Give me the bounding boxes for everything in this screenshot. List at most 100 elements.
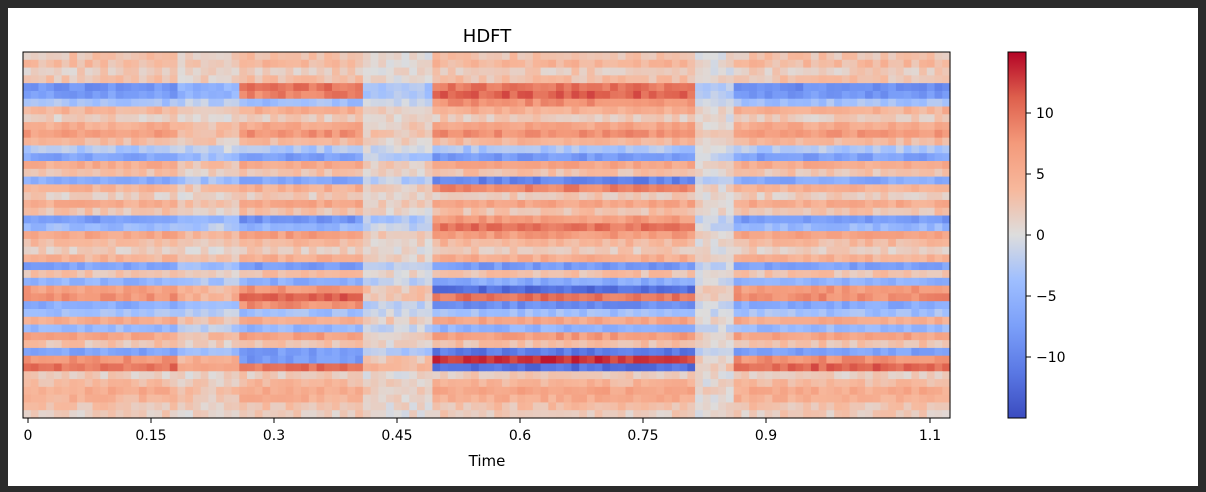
heatmap-cell bbox=[138, 324, 148, 333]
heatmap-cell bbox=[772, 340, 781, 349]
heatmap-cell bbox=[664, 114, 673, 123]
heatmap-cell bbox=[849, 129, 858, 139]
heatmap-cell bbox=[617, 238, 627, 248]
heatmap-cell bbox=[501, 340, 511, 349]
heatmap-cell bbox=[509, 223, 518, 232]
heatmap-cell bbox=[803, 137, 812, 147]
heatmap-cell bbox=[239, 347, 248, 357]
heatmap-cell bbox=[424, 277, 434, 287]
heatmap-cell bbox=[200, 340, 209, 349]
heatmap-cell bbox=[216, 75, 225, 84]
heatmap-cell bbox=[942, 223, 951, 232]
heatmap-cell bbox=[702, 223, 712, 232]
heatmap-cell bbox=[725, 223, 735, 232]
heatmap-cell bbox=[231, 277, 240, 287]
heatmap-cell bbox=[872, 270, 882, 279]
heatmap-cell bbox=[131, 176, 140, 185]
heatmap-cell bbox=[208, 316, 217, 326]
heatmap-cell bbox=[77, 137, 86, 147]
heatmap-cell bbox=[679, 106, 688, 115]
heatmap-cell bbox=[780, 215, 789, 224]
heatmap-cell bbox=[463, 231, 472, 240]
heatmap-cell bbox=[540, 52, 549, 61]
heatmap-cell bbox=[525, 308, 534, 318]
heatmap-cell bbox=[393, 161, 403, 170]
heatmap-cell bbox=[764, 137, 773, 147]
heatmap-cell bbox=[455, 83, 464, 92]
heatmap-cell bbox=[239, 207, 248, 217]
heatmap-cell bbox=[169, 285, 179, 295]
heatmap-cell bbox=[594, 254, 603, 263]
heatmap-cell bbox=[818, 137, 827, 147]
heatmap-cell bbox=[911, 153, 920, 162]
heatmap-cell bbox=[903, 332, 912, 341]
heatmap-cell bbox=[810, 129, 820, 139]
heatmap-cell bbox=[795, 52, 804, 61]
heatmap-cell bbox=[571, 308, 580, 318]
heatmap-cell bbox=[671, 238, 681, 248]
heatmap-cell bbox=[818, 301, 827, 310]
heatmap-cell bbox=[154, 161, 163, 170]
heatmap-cell bbox=[656, 285, 665, 295]
heatmap-cell bbox=[571, 207, 580, 217]
heatmap-cell bbox=[934, 246, 943, 256]
heatmap-cell bbox=[579, 340, 588, 349]
heatmap-cell bbox=[548, 324, 557, 333]
heatmap-cell bbox=[46, 83, 55, 92]
heatmap-cell bbox=[69, 122, 78, 131]
heatmap-cell bbox=[625, 192, 634, 201]
heatmap-cell bbox=[942, 254, 951, 263]
heatmap-cell bbox=[733, 161, 743, 170]
heatmap-cell bbox=[308, 90, 318, 100]
heatmap-cell bbox=[903, 161, 912, 170]
heatmap-cell bbox=[594, 161, 603, 170]
heatmap-cell bbox=[347, 67, 356, 76]
heatmap-cell bbox=[749, 207, 758, 217]
heatmap-cell bbox=[687, 316, 696, 326]
heatmap-cell bbox=[888, 199, 897, 209]
heatmap-cell bbox=[919, 293, 928, 302]
heatmap-cell bbox=[525, 301, 534, 310]
heatmap-cell bbox=[841, 262, 851, 271]
heatmap-cell bbox=[810, 176, 820, 185]
heatmap-cell bbox=[46, 52, 55, 61]
heatmap-cell bbox=[455, 293, 464, 302]
heatmap-cell bbox=[53, 59, 63, 69]
heatmap-cell bbox=[162, 122, 171, 131]
heatmap-cell bbox=[416, 184, 426, 193]
heatmap-cell bbox=[401, 277, 410, 287]
heatmap-cell bbox=[440, 332, 449, 341]
heatmap-cell bbox=[208, 301, 217, 310]
heatmap-cell bbox=[378, 90, 387, 100]
heatmap-cell bbox=[865, 114, 874, 123]
heatmap-cell bbox=[370, 316, 379, 326]
heatmap-cell bbox=[849, 215, 858, 224]
heatmap-cell bbox=[38, 332, 47, 341]
heatmap-cell bbox=[61, 207, 70, 217]
heatmap-cell bbox=[123, 59, 132, 69]
heatmap-cell bbox=[749, 145, 758, 154]
heatmap-cell bbox=[926, 238, 936, 248]
heatmap-cell bbox=[695, 324, 704, 333]
heatmap-cell bbox=[741, 106, 750, 115]
heatmap-cell bbox=[146, 90, 155, 100]
heatmap-cell bbox=[30, 137, 40, 147]
heatmap-cell bbox=[857, 293, 866, 302]
heatmap-cell bbox=[718, 332, 727, 341]
heatmap-cell bbox=[656, 52, 665, 61]
heatmap-cell bbox=[826, 75, 835, 84]
heatmap-cell bbox=[617, 192, 627, 201]
heatmap-cell bbox=[857, 137, 866, 147]
heatmap-cell bbox=[772, 332, 781, 341]
heatmap-cell bbox=[254, 340, 264, 349]
heatmap-cell bbox=[301, 277, 310, 287]
heatmap-cell bbox=[834, 161, 843, 170]
heatmap-cell bbox=[741, 161, 750, 170]
heatmap-cell bbox=[92, 324, 101, 333]
heatmap-cell bbox=[741, 176, 750, 185]
heatmap-cell bbox=[803, 316, 812, 326]
heatmap-cell bbox=[617, 122, 627, 131]
heatmap-cell bbox=[818, 145, 827, 154]
heatmap-cell bbox=[308, 52, 318, 61]
heatmap-cell bbox=[741, 347, 750, 357]
